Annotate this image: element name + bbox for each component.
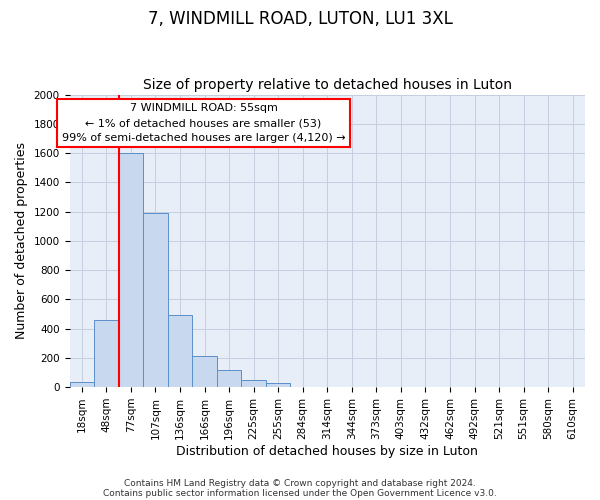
Text: 7 WINDMILL ROAD: 55sqm
← 1% of detached houses are smaller (53)
99% of semi-deta: 7 WINDMILL ROAD: 55sqm ← 1% of detached … [62, 104, 346, 143]
Y-axis label: Number of detached properties: Number of detached properties [15, 142, 28, 340]
Bar [94, 320, 119, 387]
X-axis label: Distribution of detached houses by size in Luton: Distribution of detached houses by size … [176, 444, 478, 458]
Bar [119, 153, 143, 387]
Bar [217, 370, 241, 387]
Text: 7, WINDMILL ROAD, LUTON, LU1 3XL: 7, WINDMILL ROAD, LUTON, LU1 3XL [148, 10, 452, 28]
Bar [241, 380, 266, 387]
Title: Size of property relative to detached houses in Luton: Size of property relative to detached ho… [143, 78, 512, 92]
Bar [168, 316, 192, 387]
Bar [143, 213, 168, 387]
Bar [70, 382, 94, 387]
Text: Contains HM Land Registry data © Crown copyright and database right 2024.: Contains HM Land Registry data © Crown c… [124, 478, 476, 488]
Bar [192, 356, 217, 387]
Bar [266, 384, 290, 387]
Text: Contains public sector information licensed under the Open Government Licence v3: Contains public sector information licen… [103, 488, 497, 498]
